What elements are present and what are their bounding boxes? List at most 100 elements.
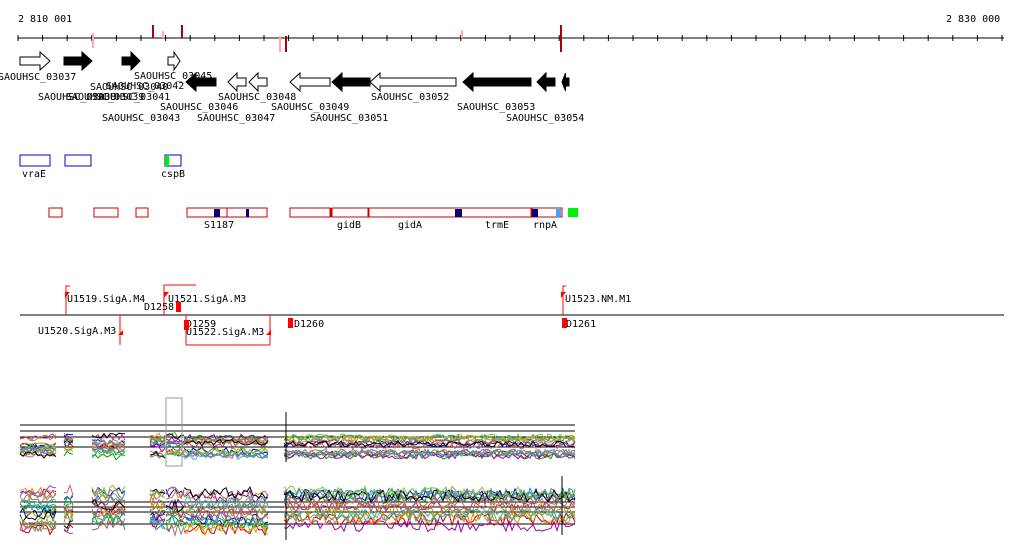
blue-feature-label: cspB [161,169,185,180]
expression-trace [183,485,268,500]
expression-trace [183,489,269,504]
expression-trace [165,512,185,527]
red-feature-box[interactable] [331,207,369,218]
gene-arrow[interactable] [536,71,556,93]
gene-arrow[interactable] [462,71,532,93]
expression-trace [165,448,185,456]
promoter-label: D1260 [294,319,324,330]
red-feature-box[interactable] [135,207,149,218]
promoter-label: U1519.SigA.M4 [67,294,145,305]
terminator-marker [562,318,567,328]
expression-trace [19,444,57,451]
expression-trace [165,518,185,533]
expression-trace [165,488,185,499]
gene-label: SAOUHSC_03053 [457,102,535,113]
dark-blue-block [214,209,220,217]
expression-trace [91,433,126,441]
expression-trace [19,484,57,497]
terminator-marker [288,318,293,328]
expression-trace [20,492,57,505]
red-feature-box[interactable] [368,207,532,218]
expression-trace [183,489,269,503]
expression-trace [183,500,269,515]
gene-arrow[interactable] [289,71,331,93]
expression-trace [149,500,166,513]
red-feature-box[interactable] [93,207,119,218]
gene-arrow[interactable] [227,71,247,93]
red-feature-track: S1187 gidB gidA trmE rnpA [48,207,578,231]
expression-trace [283,449,576,458]
promoter-label: D1261 [566,319,596,330]
gene-label: SAOUHSC_03047 [197,113,275,124]
expression-trace [149,488,166,494]
expression-trace [63,446,74,451]
expression-trace [183,451,269,459]
expression-trace [91,513,126,527]
axis-ticks [17,35,1003,41]
red-feature-label: trmE [485,220,509,231]
expression-trace [283,433,576,442]
gene-arrow[interactable] [248,71,268,93]
expression-trace [165,510,185,518]
expression-trace [91,432,126,439]
gene-label: SAOUHSC_03042 [106,81,184,92]
expression-trace [63,520,74,530]
promoter-label: U1523.NM.M1 [565,294,631,305]
expression-trace [165,491,185,500]
expression-trace [149,438,166,445]
gene-arrow[interactable] [167,50,181,72]
red-feature-box[interactable] [48,207,63,218]
gene-arrow[interactable] [561,72,570,92]
expression-trace [91,498,126,510]
light-blue-block [556,209,561,217]
gene-arrow[interactable] [369,71,457,93]
expression-trace [283,497,576,513]
expression-trace [149,451,166,459]
expression-trace [165,441,185,446]
expression-trace [165,520,185,530]
expression-trace [91,504,126,518]
expression-trace [91,494,126,507]
blue-feature-box[interactable] [64,154,92,167]
expression-trace [91,484,126,498]
expression-trace [91,488,126,500]
gene-label: SAOUHSC_03049 [271,102,349,113]
expression-trace [63,442,74,448]
expression-trace [283,508,576,522]
gene-label: SAOUHSC_03051 [310,113,388,124]
gene-track [19,50,570,93]
expression-trace [63,438,74,444]
gene-label: SAOUHSC_03052 [371,92,449,103]
axis-start-label: 2 810 001 [18,14,72,25]
coordinate-axis: 2 810 001 2 830 000 [17,14,1004,52]
promoter-label: U1522.SigA.M3 [186,327,264,338]
red-feature-box[interactable] [289,207,331,218]
expression-trace [19,498,57,512]
expression-trace [19,515,57,529]
expression-trace [19,500,57,515]
gene-arrow[interactable] [121,50,141,72]
expression-trace [149,448,166,455]
terminator-marker [176,302,181,312]
expression-trace [19,451,57,458]
blue-feature-box[interactable] [19,154,51,167]
dark-blue-block [246,209,249,217]
expression-trace [165,443,185,452]
expression-trace [183,438,269,447]
gene-arrow[interactable] [185,71,217,93]
promoter-arrowhead [266,330,271,335]
gene-arrow[interactable] [19,50,51,72]
gene-label: SAOUHSC_03040 [90,82,168,93]
expression-trace [149,490,166,503]
gene-arrow[interactable] [331,71,371,93]
hit-ticks [92,25,562,52]
expression-trace [19,451,57,459]
red-feature-label: gidA [398,220,422,231]
promoter-bracket [65,285,70,315]
red-feature-label: rnpA [533,220,557,231]
expression-trace [283,484,576,500]
promoter-arrowhead [118,330,123,335]
expression-trace [183,513,269,527]
gene-arrow[interactable] [63,50,93,72]
promoter-label: U1520.SigA.M3 [38,326,116,337]
